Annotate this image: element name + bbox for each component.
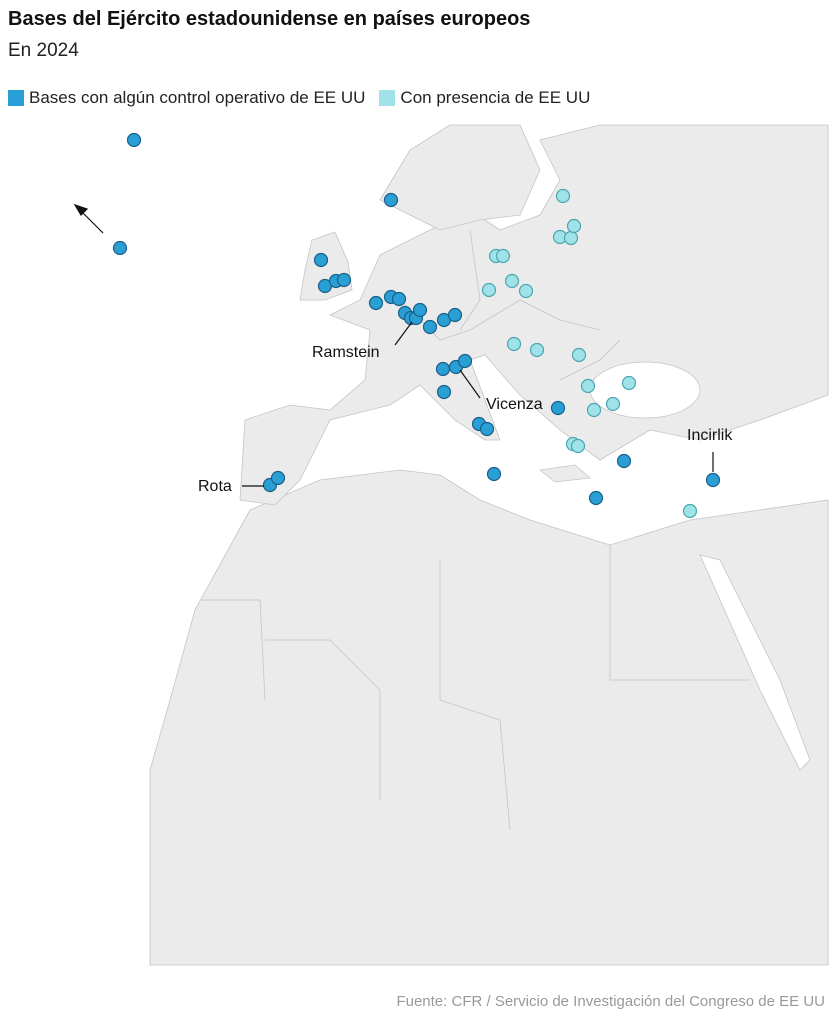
label: Vicenza [486, 396, 543, 413]
base-point [586, 402, 602, 418]
base-point [422, 319, 438, 335]
legend-item: Con presencia de EE UU [379, 88, 590, 108]
legend: Bases con algún control operativo de EE … [8, 88, 590, 108]
base-point [580, 378, 596, 394]
label: Ramstein [312, 344, 380, 361]
subtitle: En 2024 [8, 40, 79, 61]
source: Fuente: CFR / Servicio de Investigación … [396, 993, 825, 1010]
label: Rota [198, 478, 232, 495]
base-point [682, 503, 698, 519]
base-point [479, 421, 495, 437]
base-point [457, 353, 473, 369]
base-point [566, 218, 582, 234]
base-point [506, 336, 522, 352]
legend-swatch [379, 90, 396, 106]
legend-label: Con presencia de EE UU [400, 88, 591, 107]
label: Incirlik [687, 427, 733, 444]
base-point [435, 361, 451, 377]
base-point [588, 490, 604, 506]
base-point [555, 188, 571, 204]
leaders [73, 203, 714, 487]
base-point [616, 453, 632, 469]
title: Bases del Ejército estadounidense en paí… [8, 8, 531, 30]
base-point [605, 396, 621, 412]
base-point [563, 230, 579, 246]
base-point [481, 282, 497, 298]
base-point [126, 132, 142, 148]
base-point [518, 283, 534, 299]
base-point [550, 400, 566, 416]
base-point [112, 240, 128, 256]
base-point [436, 384, 452, 400]
borders [200, 229, 750, 831]
legend-swatch [8, 90, 24, 106]
base-point [313, 252, 329, 268]
base-point [336, 272, 352, 288]
legend-label: Bases con algún control operativo de EE … [29, 88, 366, 107]
base-point [412, 302, 428, 318]
bases [112, 132, 721, 519]
base-point [270, 470, 286, 486]
land [149, 124, 829, 966]
base-point [486, 466, 502, 482]
base-point [383, 192, 399, 208]
base-point [391, 291, 407, 307]
base-point [621, 375, 637, 391]
base-point [705, 472, 721, 488]
base-point [570, 438, 586, 454]
base-point [447, 307, 463, 323]
base-point [529, 342, 545, 358]
base-point [495, 248, 511, 264]
legend-item: Bases con algún control operativo de EE … [8, 88, 365, 108]
base-point [368, 295, 384, 311]
base-point [504, 273, 520, 289]
base-point [571, 347, 587, 363]
